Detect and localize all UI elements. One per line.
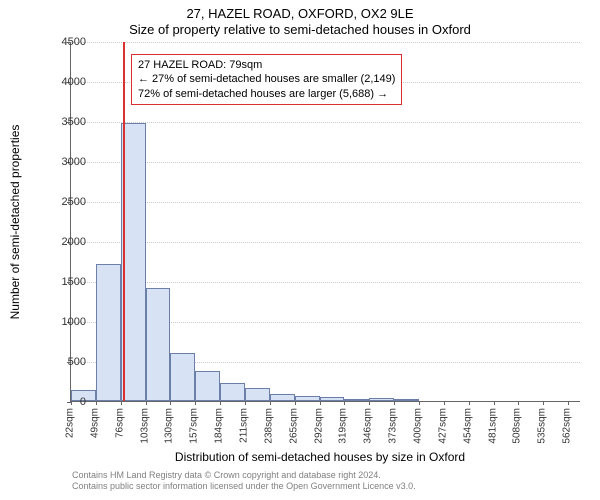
xtick-label: 292sqm <box>313 408 324 444</box>
xtick-mark <box>518 401 519 405</box>
xtick-mark <box>270 401 271 405</box>
xtick-label: 427sqm <box>437 408 448 444</box>
x-axis-label: Distribution of semi-detached houses by … <box>0 450 600 464</box>
ytick-label: 3000 <box>62 156 86 168</box>
xtick-label: 319sqm <box>338 408 349 444</box>
gridline <box>71 282 580 283</box>
histogram-bar <box>369 398 394 401</box>
ytick-label: 0 <box>80 396 86 408</box>
annotation-line3: 72% of semi-detached houses are larger (… <box>138 87 395 101</box>
xtick-label: 535sqm <box>537 408 548 444</box>
xtick-mark <box>320 401 321 405</box>
ytick-label: 2500 <box>62 196 86 208</box>
xtick-label: 481sqm <box>487 408 498 444</box>
histogram-bar <box>344 399 369 401</box>
xtick-mark <box>195 401 196 405</box>
xtick-label: 346sqm <box>363 408 374 444</box>
xtick-mark <box>543 401 544 405</box>
attribution-text: Contains HM Land Registry data © Crown c… <box>72 470 416 492</box>
ytick-label: 3500 <box>62 116 86 128</box>
xtick-mark <box>170 401 171 405</box>
xtick-mark <box>444 401 445 405</box>
ytick-label: 1000 <box>62 316 86 328</box>
xtick-mark <box>494 401 495 405</box>
xtick-label: 238sqm <box>263 408 274 444</box>
histogram-bar <box>220 383 245 401</box>
annotation-box: 27 HAZEL ROAD: 79sqm← 27% of semi-detach… <box>131 54 402 105</box>
histogram-bar <box>146 288 171 401</box>
xtick-label: 49sqm <box>89 408 100 438</box>
xtick-mark <box>71 401 72 405</box>
gridline <box>71 42 580 43</box>
xtick-label: 454sqm <box>462 408 473 444</box>
annotation-line1: 27 HAZEL ROAD: 79sqm <box>138 58 395 72</box>
xtick-mark <box>245 401 246 405</box>
gridline <box>71 242 580 243</box>
ytick-label: 2000 <box>62 236 86 248</box>
attribution-line1: Contains HM Land Registry data © Crown c… <box>72 470 416 481</box>
xtick-mark <box>469 401 470 405</box>
xtick-mark <box>96 401 97 405</box>
xtick-mark <box>369 401 370 405</box>
xtick-label: 562sqm <box>562 408 573 444</box>
xtick-label: 211sqm <box>238 408 249 443</box>
ytick-label: 4500 <box>62 36 86 48</box>
xtick-label: 508sqm <box>512 408 523 444</box>
xtick-label: 76sqm <box>114 408 125 438</box>
xtick-label: 22sqm <box>65 408 76 438</box>
histogram-bar <box>270 394 295 401</box>
attribution-line2: Contains public sector information licen… <box>72 481 416 492</box>
xtick-mark <box>295 401 296 405</box>
xtick-label: 103sqm <box>139 408 150 444</box>
xtick-mark <box>419 401 420 405</box>
histogram-bar <box>96 264 121 401</box>
chart-title-line1: 27, HAZEL ROAD, OXFORD, OX2 9LE <box>0 6 600 21</box>
ytick-label: 500 <box>68 356 86 368</box>
xtick-mark <box>344 401 345 405</box>
xtick-mark <box>220 401 221 405</box>
xtick-label: 130sqm <box>164 408 175 444</box>
xtick-label: 400sqm <box>412 408 423 444</box>
xtick-mark <box>394 401 395 405</box>
xtick-label: 265sqm <box>288 408 299 444</box>
histogram-bar <box>394 399 419 401</box>
xtick-label: 373sqm <box>388 408 399 444</box>
histogram-bar <box>320 397 345 401</box>
annotation-line2: ← 27% of semi-detached houses are smalle… <box>138 72 395 86</box>
xtick-label: 157sqm <box>189 408 200 444</box>
gridline <box>71 122 580 123</box>
plot-area: 27 HAZEL ROAD: 79sqm← 27% of semi-detach… <box>70 42 580 402</box>
xtick-label: 184sqm <box>214 408 225 444</box>
histogram-bar <box>195 371 220 401</box>
ytick-label: 4000 <box>62 76 86 88</box>
xtick-mark <box>121 401 122 405</box>
histogram-bar <box>295 396 320 401</box>
xtick-mark <box>568 401 569 405</box>
gridline <box>71 162 580 163</box>
gridline <box>71 202 580 203</box>
y-axis-label: Number of semi-detached properties <box>8 125 22 320</box>
ytick-label: 1500 <box>62 276 86 288</box>
chart-title-line2: Size of property relative to semi-detach… <box>0 22 600 37</box>
marker-line <box>123 42 125 401</box>
xtick-mark <box>146 401 147 405</box>
histogram-bar <box>170 353 195 401</box>
histogram-bar <box>245 388 270 401</box>
